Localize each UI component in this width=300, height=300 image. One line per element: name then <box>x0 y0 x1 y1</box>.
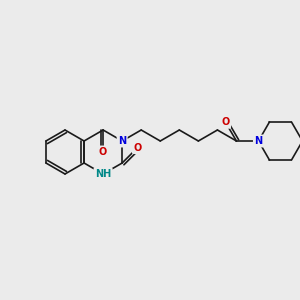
Text: O: O <box>134 142 142 153</box>
Text: N: N <box>118 136 126 146</box>
Text: NH: NH <box>95 169 111 179</box>
Text: O: O <box>99 147 107 157</box>
Text: N: N <box>254 136 262 146</box>
Text: O: O <box>221 117 230 127</box>
